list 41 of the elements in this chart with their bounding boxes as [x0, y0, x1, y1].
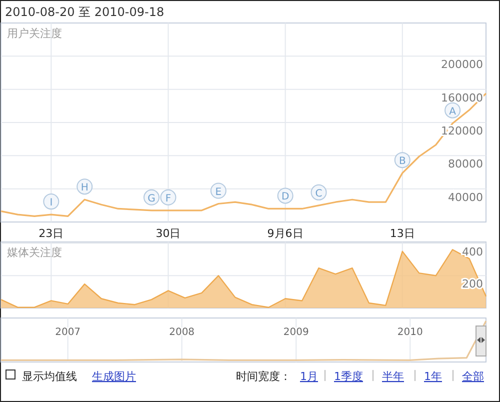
annotation: C: [315, 188, 322, 200]
text: 1季度: [334, 370, 363, 383]
text: 半年: [382, 370, 404, 383]
annotation-flag: B: [394, 152, 410, 168]
x-tick-label: 2009: [283, 327, 309, 338]
y-tick-label: 400: [462, 245, 483, 258]
x-tick-label: 2010: [397, 327, 423, 338]
y-tick-label: 40000: [448, 190, 483, 204]
text: 全部: [462, 370, 484, 383]
annotation: G: [148, 193, 156, 204]
x-tick-label: 9月6日: [267, 227, 304, 240]
annotation-flag: D: [277, 188, 294, 204]
annotation: E: [215, 186, 222, 198]
annotation-flag: E: [210, 182, 226, 199]
annotation-flag: H: [76, 178, 93, 195]
x-tick-label: 23日: [38, 227, 64, 240]
annotation: A: [449, 106, 456, 118]
annotation: B: [398, 156, 406, 168]
annotation: H: [80, 182, 88, 194]
x-tick-label: 2008: [169, 327, 195, 338]
chart-title: 2010-08-20 至 2010-09-18: [5, 5, 164, 19]
y-axis-title: 媒体关注度: [7, 246, 62, 259]
annotation: F: [165, 193, 172, 204]
annotation: I: [50, 198, 53, 209]
text: 1月: [300, 370, 318, 383]
x-tick-label: 30日: [156, 227, 181, 240]
annotation-flag: G: [144, 189, 160, 206]
text: 时间宽度：: [236, 370, 291, 383]
text: 生成图片: [92, 370, 136, 383]
annotation-flag: F: [160, 189, 176, 206]
annotation-flag: I: [43, 194, 60, 210]
x-tick-label: 13日: [390, 227, 415, 240]
y-axis-title: 用户关注度: [7, 27, 62, 40]
y-tick-label: 200000: [441, 58, 483, 72]
y-tick-label: 80000: [448, 158, 483, 171]
x-tick-label: 2007: [55, 327, 81, 338]
annotation: D: [281, 192, 290, 203]
text: 1年: [424, 370, 442, 383]
annotation-flag: C: [310, 184, 327, 200]
annotation-flag: A: [444, 102, 461, 118]
text: 显示均值线: [22, 370, 77, 383]
